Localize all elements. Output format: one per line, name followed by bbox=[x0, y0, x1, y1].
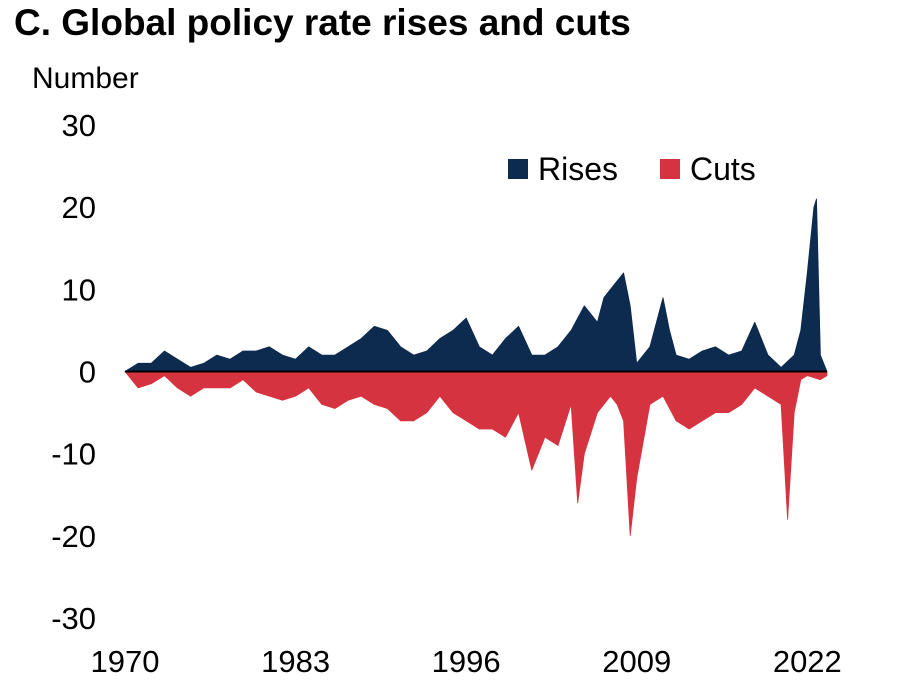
cuts-legend-label: Cuts bbox=[690, 151, 756, 187]
rises-legend-label: Rises bbox=[538, 151, 618, 187]
y-tick-label: 20 bbox=[62, 190, 96, 225]
rises-area bbox=[124, 198, 828, 372]
y-tick-label: -10 bbox=[51, 437, 96, 472]
y-axis-label: Number bbox=[32, 62, 139, 95]
y-tick-label: 0 bbox=[79, 355, 96, 390]
x-tick-label: 1996 bbox=[432, 644, 501, 679]
cuts-area bbox=[124, 371, 828, 537]
y-tick-label: 30 bbox=[62, 108, 96, 143]
rises-legend-swatch bbox=[508, 159, 528, 179]
x-axis-ticks: 1970 1983 1996 2009 2022 bbox=[91, 644, 842, 679]
chart-title: C. Global policy rate rises and cuts bbox=[14, 2, 631, 43]
x-tick-label: 1970 bbox=[91, 644, 160, 679]
y-tick-label: -20 bbox=[51, 519, 96, 554]
series-areas bbox=[124, 198, 828, 537]
y-tick-label: -30 bbox=[51, 601, 96, 636]
legend: Rises Cuts bbox=[508, 151, 756, 187]
y-tick-label: 10 bbox=[62, 272, 96, 307]
x-tick-label: 2009 bbox=[602, 644, 671, 679]
x-tick-label: 1983 bbox=[261, 644, 330, 679]
y-axis-ticks: 30 20 10 0 -10 -20 -30 bbox=[51, 108, 96, 636]
cuts-legend-swatch bbox=[660, 159, 680, 179]
x-tick-label: 2022 bbox=[773, 644, 842, 679]
